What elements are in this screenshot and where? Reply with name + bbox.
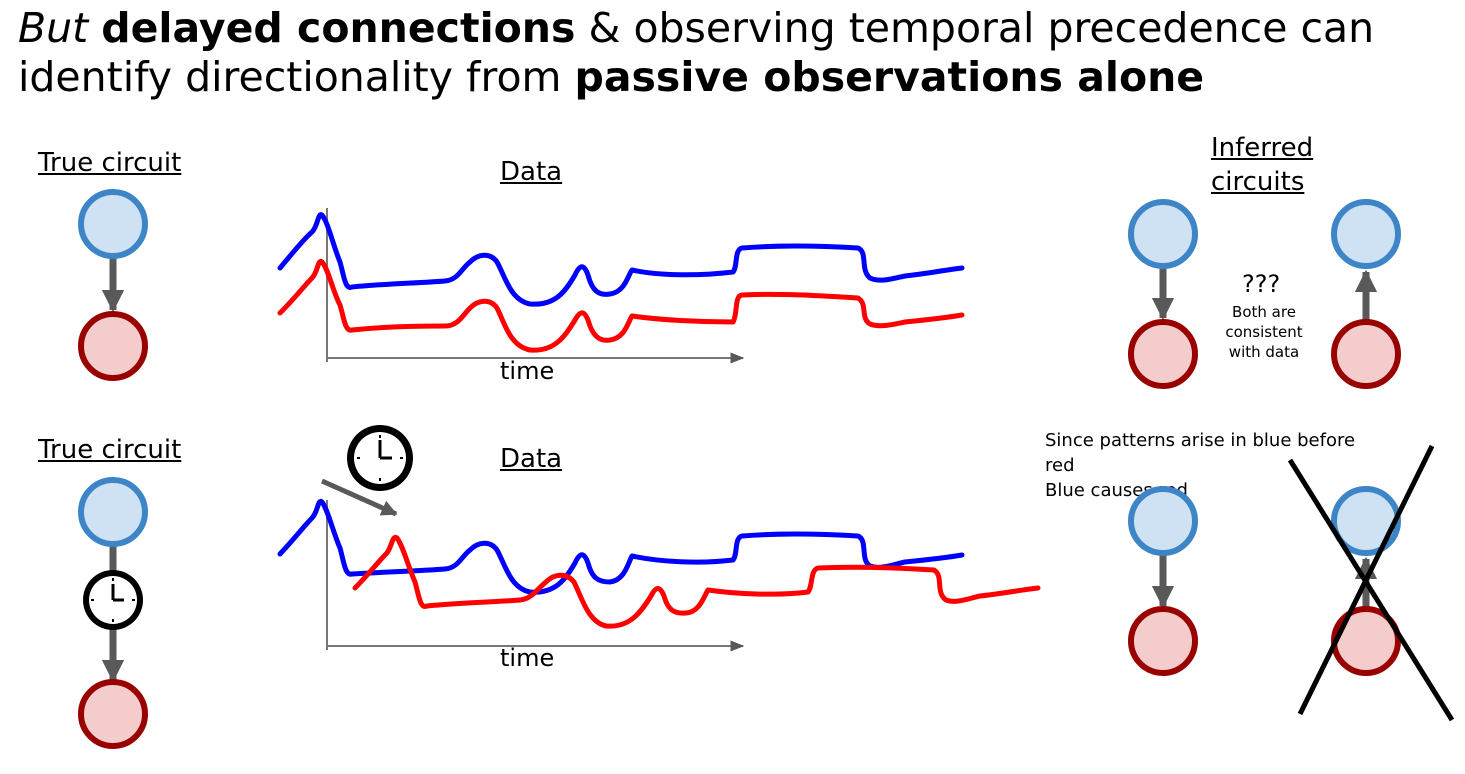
- top-time-label: time: [500, 357, 555, 385]
- ambiguity-question: ???: [1242, 270, 1281, 298]
- inferred-label-line2: circuits: [1211, 167, 1305, 197]
- note-line: Both are: [1232, 303, 1296, 321]
- explanation-line: Since patterns arise in blue before: [1045, 430, 1356, 451]
- title-passive-observations: passive observations alone: [574, 53, 1205, 101]
- note-line: with data: [1228, 343, 1300, 361]
- inferred-circuit-correct: [1128, 486, 1198, 676]
- title-line-1: But delayed connections & observing temp…: [18, 4, 1374, 53]
- cross-out-icon: [1287, 444, 1455, 722]
- blue-node: [1331, 199, 1401, 269]
- blue-trace: [277, 212, 965, 307]
- clock-icon: [83, 570, 143, 630]
- bottom-true-circuit: [78, 477, 148, 749]
- red-node: [78, 311, 148, 381]
- explanation-line: red: [1045, 455, 1075, 476]
- red-trace: [277, 258, 965, 353]
- ambiguity-note: Both are consistent with data: [1214, 302, 1314, 362]
- bottom-time-label: time: [500, 644, 555, 672]
- blue-node: [1128, 486, 1198, 556]
- clock-icon: [347, 425, 413, 491]
- blue-node: [1331, 486, 1401, 556]
- blue-node: [1128, 199, 1198, 269]
- delay-arrow: [320, 478, 398, 517]
- title-line-2: identify directionality from passive obs…: [18, 53, 1374, 102]
- top-true-circuit: [78, 189, 148, 381]
- inferred-label-line1: Inferred: [1211, 133, 1314, 163]
- red-node: [1128, 319, 1198, 389]
- bottom-true-circuit-label: True circuit: [38, 435, 182, 465]
- title-rest-1: & observing temporal precedence can: [575, 4, 1375, 52]
- slide-title: But delayed connections & observing temp…: [18, 4, 1374, 102]
- top-data-plot: [277, 208, 965, 364]
- blue-node: [78, 477, 148, 547]
- inferred-circuit-forward: [1128, 199, 1198, 389]
- blue-trace: [277, 498, 965, 595]
- red-node: [1331, 319, 1401, 389]
- blue-node: [78, 189, 148, 259]
- title-rest-2: identify directionality from: [18, 53, 575, 101]
- bottom-data-label: Data: [500, 444, 563, 474]
- top-true-circuit-label: True circuit: [38, 148, 182, 178]
- title-delayed-connections: delayed connections: [101, 4, 576, 52]
- inferred-circuit-reverse: [1331, 199, 1401, 389]
- bottom-data-plot: [277, 425, 1041, 652]
- red-trace: [352, 534, 1041, 629]
- top-data-label: Data: [500, 157, 563, 187]
- title-but: But: [18, 4, 89, 52]
- red-node: [78, 679, 148, 749]
- inferred-circuit-rejected: [1287, 444, 1455, 722]
- note-line: consistent: [1225, 323, 1303, 341]
- red-node: [1128, 606, 1198, 676]
